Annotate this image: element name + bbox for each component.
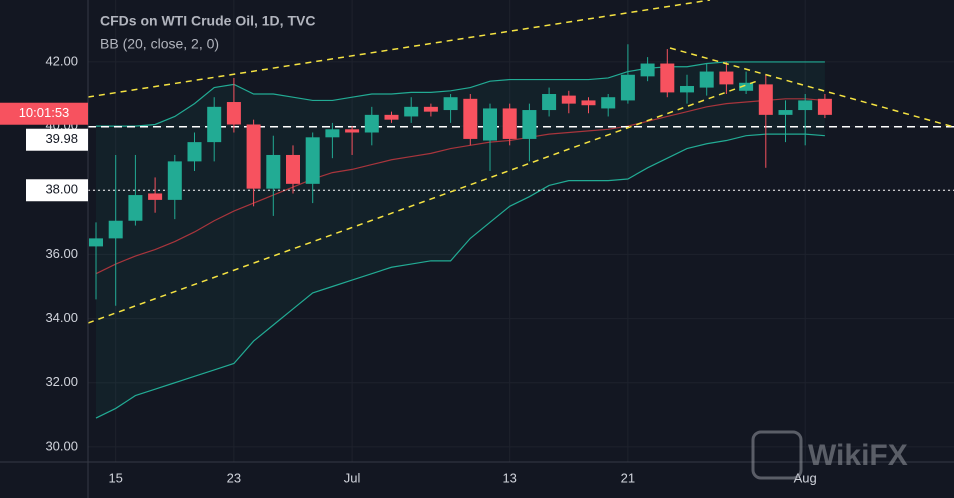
chart-subtitle: BB (20, close, 2, 0) — [100, 36, 219, 52]
x-tick-label: 15 — [108, 470, 122, 485]
candle-body — [601, 97, 616, 109]
bb-line — [96, 61, 825, 127]
x-tick-label: Jul — [344, 470, 361, 485]
candle-body — [443, 97, 458, 111]
candle-body — [226, 102, 241, 125]
chart-title: CFDs on WTI Crude Oil, 1D, TVC — [100, 13, 315, 29]
x-tick-label: 13 — [502, 470, 516, 485]
candle-body — [522, 110, 537, 139]
watermark-text: WikiFX — [808, 439, 908, 472]
axes: 30.0032.0034.0036.0038.0040.0042.001523J… — [0, 53, 817, 485]
trendline — [669, 47, 954, 128]
candle-body — [345, 129, 360, 133]
candle-body — [660, 63, 675, 93]
candle-body — [739, 82, 754, 91]
price-label: 39.98 — [45, 131, 78, 146]
y-tick-label: 36.00 — [45, 246, 78, 261]
countdown-box — [0, 102, 88, 125]
price-label-box — [26, 128, 88, 151]
plot-area — [88, 44, 954, 419]
trendlines — [88, 0, 954, 324]
candle-body — [148, 193, 163, 200]
candle-body — [404, 106, 419, 117]
bb-line — [95, 133, 825, 419]
bb-line — [95, 98, 825, 275]
band-fill — [96, 61, 825, 419]
candle-body — [423, 106, 438, 112]
candle-body — [167, 161, 182, 200]
candle-body — [817, 98, 832, 115]
candle-body — [325, 129, 340, 138]
price-label: 38.00 — [45, 182, 78, 197]
candle-body — [266, 154, 281, 189]
candle-body — [286, 154, 300, 184]
candle-body — [758, 84, 773, 115]
candle-body — [384, 114, 399, 120]
candle-body — [128, 195, 143, 221]
price-label-box — [26, 179, 88, 202]
grid — [88, 0, 954, 462]
candle-body — [680, 85, 694, 93]
candle-body — [620, 74, 635, 101]
y-tick-label: 32.00 — [45, 374, 78, 389]
candle-body — [483, 108, 497, 141]
candle-body — [89, 238, 103, 247]
y-tick-label: 30.00 — [45, 438, 78, 453]
watermark-icon — [751, 430, 803, 480]
candle-body — [778, 110, 793, 115]
watermark: WikiFX — [751, 430, 908, 480]
candle-body — [699, 71, 714, 88]
candle-body — [798, 100, 813, 111]
trendline — [88, 79, 761, 324]
candle-body — [542, 94, 557, 111]
x-tick-label: 21 — [621, 470, 635, 485]
candle-body — [581, 100, 596, 106]
x-tick-label: 23 — [227, 470, 241, 485]
trendline — [88, 0, 711, 98]
candle-body — [187, 142, 202, 162]
candle-body — [305, 137, 320, 184]
candle-body — [108, 220, 123, 239]
candle-body — [719, 71, 734, 85]
candle-body — [207, 106, 222, 143]
y-tick-label: 42.00 — [45, 53, 78, 68]
candle-body — [246, 124, 261, 189]
candle-body — [640, 63, 655, 77]
candle-body — [502, 108, 517, 139]
candle-body — [561, 95, 576, 104]
y-tick-label: 34.00 — [45, 310, 78, 325]
candle-body — [364, 114, 379, 133]
countdown: 10:01:53 — [19, 105, 70, 120]
candle-body — [463, 98, 478, 139]
